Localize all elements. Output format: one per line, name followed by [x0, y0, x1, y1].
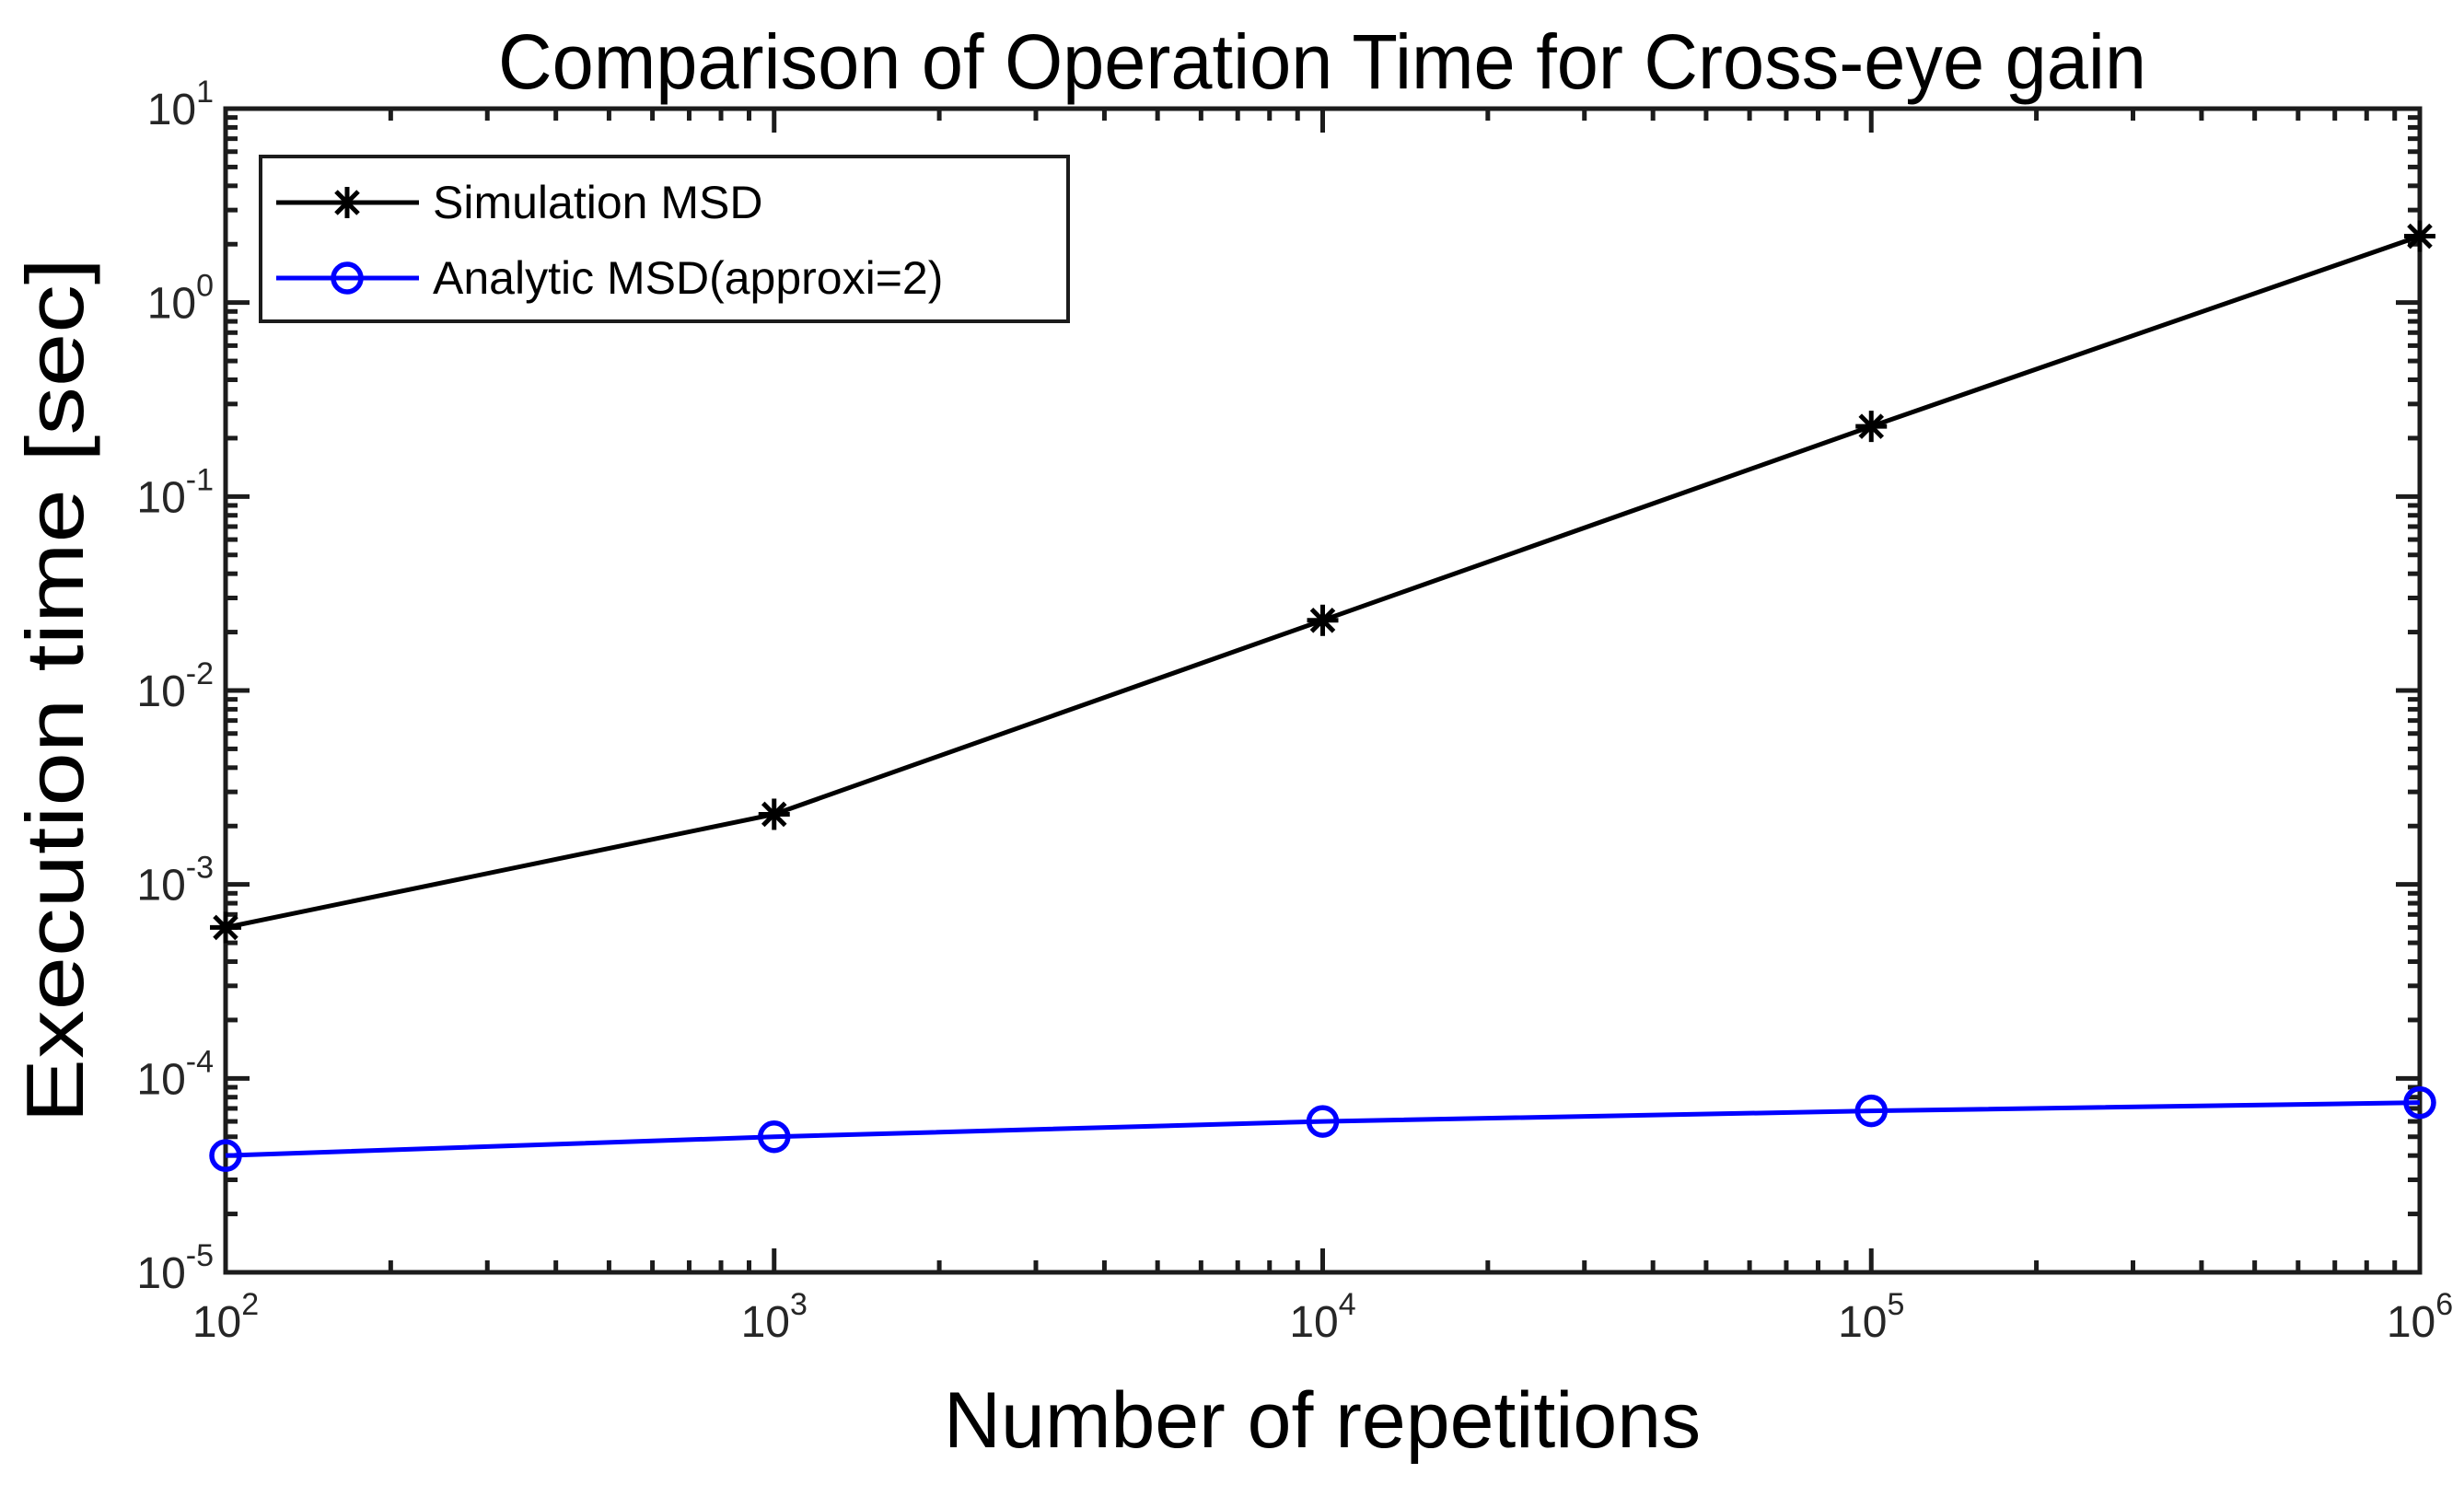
asterisk-stroke — [334, 190, 360, 215]
series-analytic-msd-approxi-2 — [209, 1085, 2436, 1172]
circle-marker — [209, 1139, 242, 1172]
asterisk-stroke — [2407, 223, 2433, 249]
chart-title: Comparison of Operation Time for Cross-e… — [498, 18, 2146, 105]
series-line — [225, 234, 2421, 930]
series-line — [225, 1100, 2421, 1158]
asterisk-stroke — [213, 914, 238, 941]
tick-label: 101 — [147, 75, 214, 134]
tick-label: 10-2 — [136, 656, 214, 716]
circle-marker — [758, 1120, 791, 1154]
asterisk-marker — [1307, 604, 1339, 636]
axis-ticks — [223, 106, 2423, 1275]
tick-label: 106 — [2387, 1287, 2453, 1347]
tick-label: 100 — [147, 269, 214, 329]
tick-label: 10-3 — [136, 851, 214, 911]
asterisk-stroke — [1858, 413, 1885, 439]
asterisk-marker — [210, 911, 241, 944]
legend-entry: Analytic MSD(approxi=2) — [276, 252, 943, 304]
tick-label: 10-5 — [136, 1238, 214, 1298]
tick-label: 104 — [1289, 1287, 1355, 1347]
legend-entry: Simulation MSD — [276, 177, 762, 228]
circle-marker — [2403, 1085, 2436, 1120]
circle-marker — [1306, 1105, 1340, 1138]
asterisk-marker — [758, 798, 790, 830]
circle-marker — [1854, 1094, 1888, 1128]
series-simulation-msd — [210, 220, 2435, 944]
tick-label: 10-4 — [136, 1044, 214, 1104]
legend-box — [259, 155, 1070, 323]
y-axis-label: Execution time [sec] — [9, 258, 100, 1123]
asterisk-marker — [331, 187, 363, 218]
asterisk-stroke — [1309, 608, 1336, 633]
tick-label: 10-1 — [136, 462, 214, 522]
tick-label: 102 — [192, 1287, 259, 1347]
asterisk-stroke — [761, 801, 787, 828]
tick-label: 105 — [1838, 1287, 1904, 1347]
legend-entry-label: Analytic MSD(approxi=2) — [433, 252, 943, 304]
legend: Simulation MSD Analytic MSD(approxi=2) — [259, 155, 1070, 323]
legend-entry-label: Simulation MSD — [433, 177, 762, 228]
axis-tick-labels: 102 103 104 105 106 10-5 10-4 10-3 10-2 10-1 100 10… — [136, 75, 2453, 1347]
circle-marker — [331, 261, 364, 295]
asterisk-marker — [2404, 220, 2435, 252]
x-axis-label: Number of repetitions — [944, 1376, 1701, 1465]
tick-label: 103 — [741, 1287, 808, 1347]
asterisk-marker — [1855, 411, 1888, 443]
data-series — [209, 220, 2436, 1172]
